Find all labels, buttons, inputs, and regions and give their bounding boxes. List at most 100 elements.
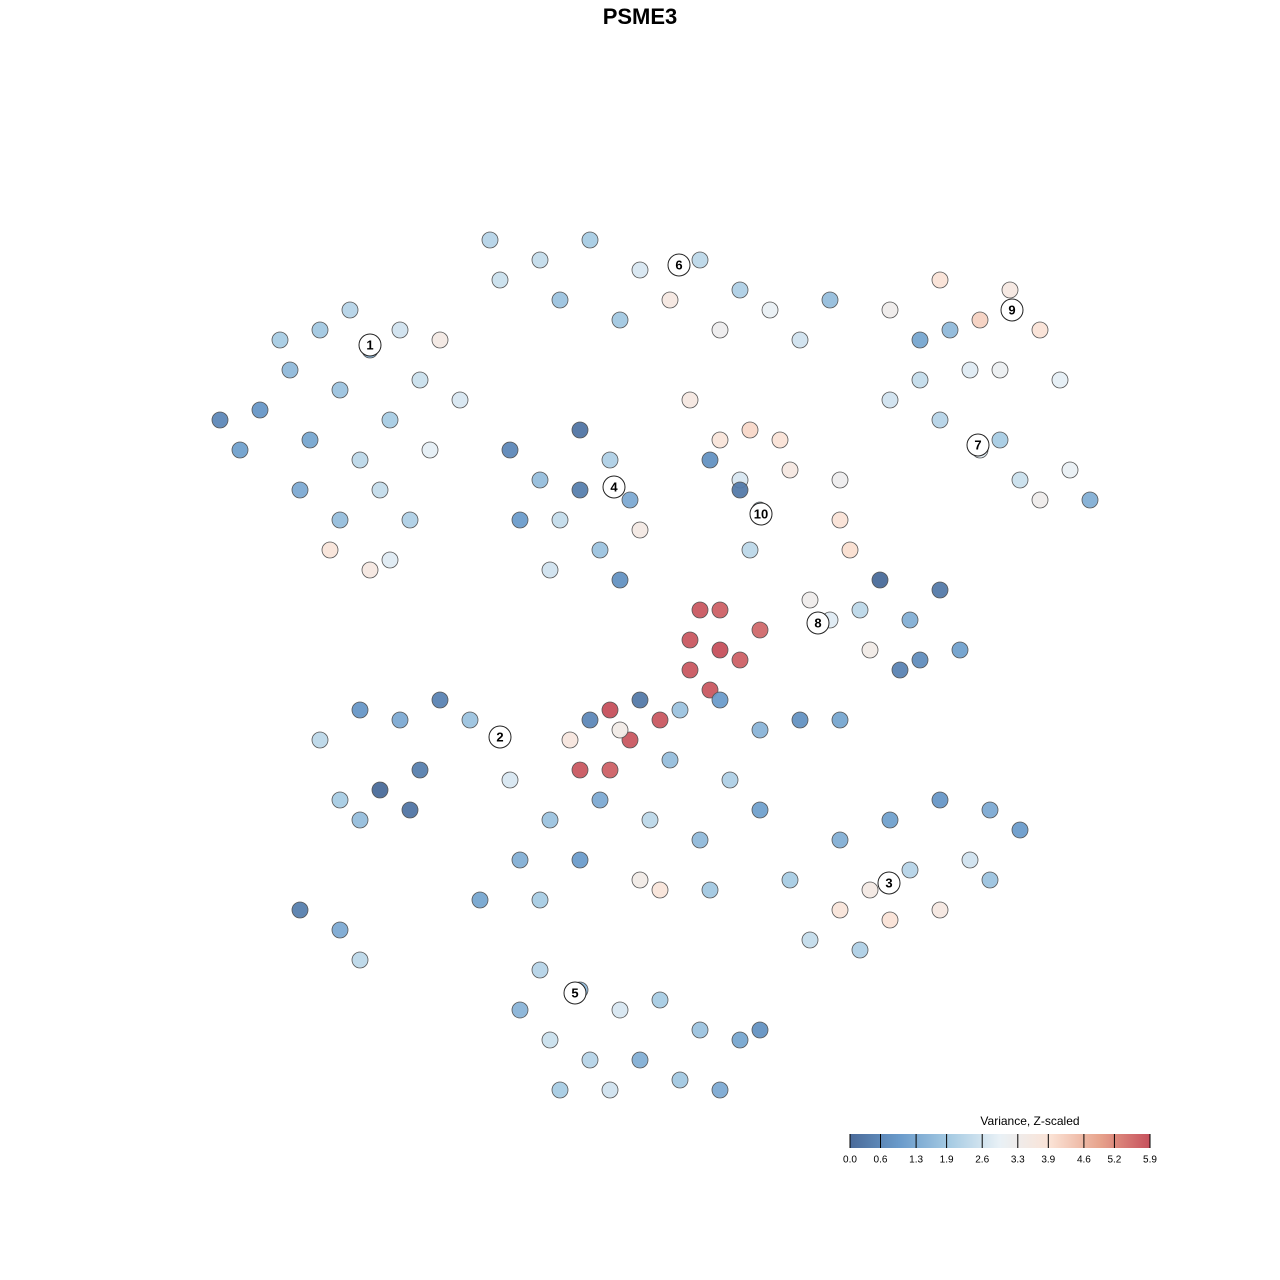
cluster-badge <box>358 333 382 357</box>
point <box>701 881 719 899</box>
point <box>1031 321 1049 339</box>
point <box>631 1051 649 1069</box>
point <box>1011 471 1029 489</box>
chart-title: PSME3 <box>603 4 678 29</box>
point <box>611 571 629 589</box>
point <box>631 691 649 709</box>
point <box>731 1031 749 1049</box>
cluster-badge <box>877 871 901 895</box>
colorbar-tick-label: 0.0 <box>843 1155 857 1166</box>
point <box>961 361 979 379</box>
point <box>711 601 729 619</box>
cluster-badge <box>1000 298 1024 322</box>
point <box>581 711 599 729</box>
point <box>1031 491 1049 509</box>
point <box>861 881 879 899</box>
colorbar-tick-label: 0.6 <box>874 1155 888 1166</box>
colorbar-tick-label: 5.9 <box>1143 1155 1157 1166</box>
point <box>381 411 399 429</box>
point <box>381 551 399 569</box>
point <box>581 1051 599 1069</box>
point <box>571 481 589 499</box>
colorbar-bar <box>850 1134 1150 1148</box>
point <box>891 661 909 679</box>
point <box>641 811 659 829</box>
point <box>791 711 809 729</box>
point <box>711 1081 729 1099</box>
point <box>531 891 549 909</box>
point <box>751 1021 769 1039</box>
colorbar-tick-label: 3.9 <box>1041 1155 1055 1166</box>
point <box>901 861 919 879</box>
point <box>551 291 569 309</box>
point <box>941 321 959 339</box>
point <box>881 391 899 409</box>
point <box>701 451 719 469</box>
point <box>661 291 679 309</box>
point <box>981 801 999 819</box>
point <box>281 361 299 379</box>
point <box>351 811 369 829</box>
point <box>1051 371 1069 389</box>
cluster-badge <box>966 433 990 457</box>
point <box>331 381 349 399</box>
cluster-badge <box>602 475 626 499</box>
point <box>431 691 449 709</box>
cluster-label: 2 <box>496 729 503 744</box>
point <box>961 851 979 869</box>
point <box>451 391 469 409</box>
point <box>851 941 869 959</box>
point <box>511 851 529 869</box>
point <box>311 321 329 339</box>
point <box>931 411 949 429</box>
colorbar-tick-label: 3.3 <box>1011 1155 1025 1166</box>
point <box>761 301 779 319</box>
colorbar-tick-label: 1.3 <box>909 1155 923 1166</box>
point <box>841 541 859 559</box>
point <box>551 1081 569 1099</box>
point <box>601 761 619 779</box>
point <box>651 711 669 729</box>
point <box>541 561 559 579</box>
point <box>691 1021 709 1039</box>
point <box>651 881 669 899</box>
point <box>931 271 949 289</box>
point <box>731 481 749 499</box>
points <box>211 231 1099 1099</box>
point <box>481 231 499 249</box>
cluster-label: 7 <box>974 437 981 452</box>
colorbar-tick-label: 5.2 <box>1107 1155 1121 1166</box>
point <box>271 331 289 349</box>
point <box>331 921 349 939</box>
cluster-label: 9 <box>1008 302 1015 317</box>
point <box>211 411 229 429</box>
point <box>741 541 759 559</box>
point <box>911 371 929 389</box>
colorbar-title: Variance, Z-scaled <box>980 1114 1079 1128</box>
point <box>671 701 689 719</box>
point <box>411 371 429 389</box>
colorbar-tick-label: 4.6 <box>1077 1155 1091 1166</box>
point <box>681 631 699 649</box>
point <box>651 991 669 1009</box>
point <box>561 731 579 749</box>
point <box>831 711 849 729</box>
point <box>1081 491 1099 509</box>
point <box>321 541 339 559</box>
colorbar: Variance, Z-scaled 0.0 0.6 1.3 1.9 2.6 3.3 3.9… <box>843 1114 1157 1165</box>
cluster-label: 5 <box>571 985 578 1000</box>
cluster-label: 4 <box>610 479 618 494</box>
point <box>981 871 999 889</box>
point <box>681 391 699 409</box>
point <box>591 541 609 559</box>
point <box>851 601 869 619</box>
point <box>831 471 849 489</box>
point <box>431 331 449 349</box>
point <box>421 441 439 459</box>
point <box>1011 821 1029 839</box>
point <box>831 511 849 529</box>
point <box>911 331 929 349</box>
cluster-label: 8 <box>814 615 821 630</box>
point <box>771 431 789 449</box>
